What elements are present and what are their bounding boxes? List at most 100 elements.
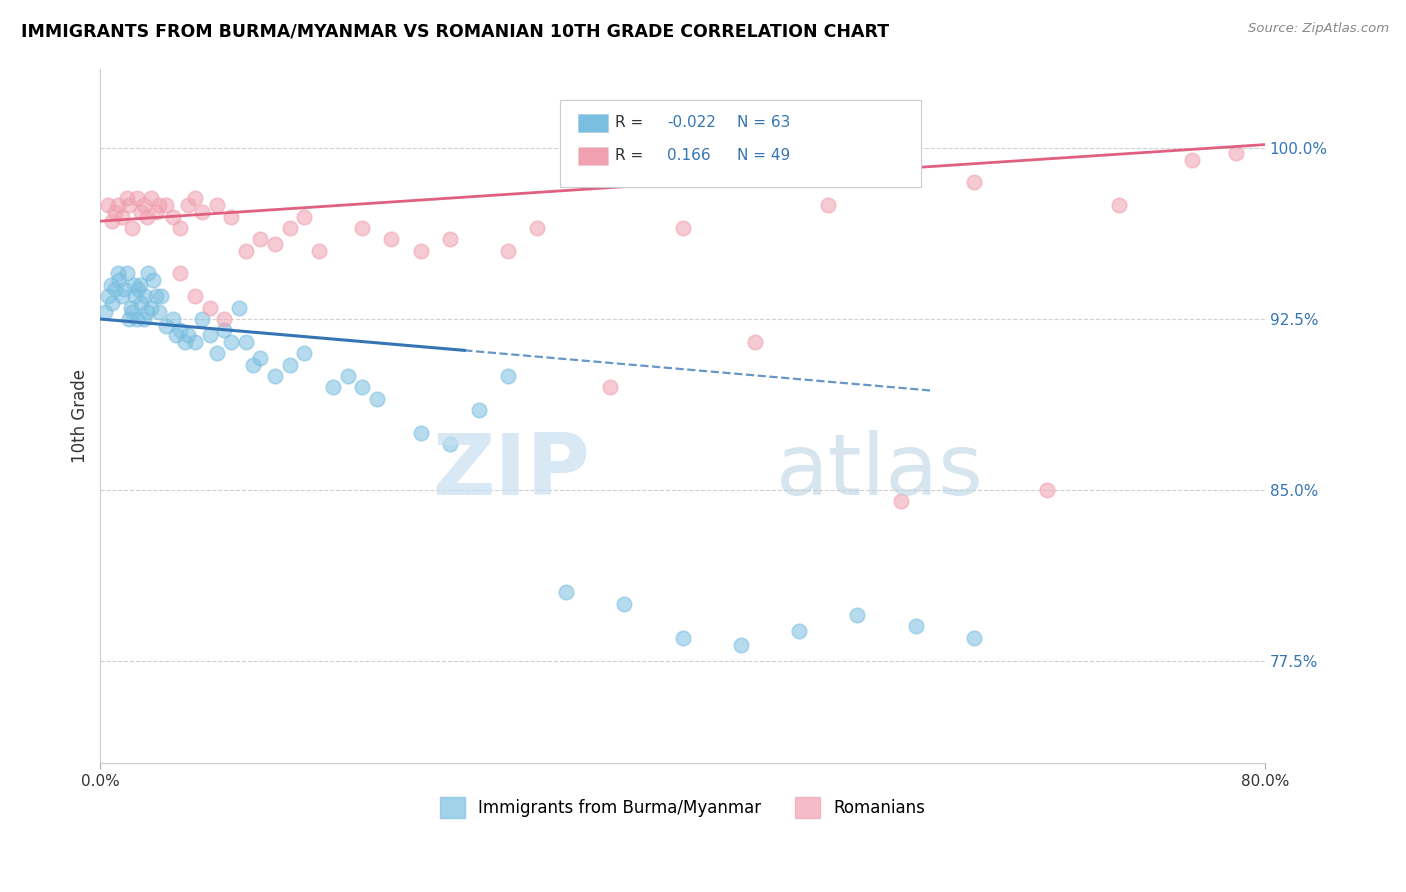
Point [155, 318, 177, 333]
Point [118, 198, 141, 212]
Text: IMMIGRANTS FROM BURMA/MYANMAR VS ROMANIAN 10TH GRADE CORRELATION CHART: IMMIGRANTS FROM BURMA/MYANMAR VS ROMANIA… [21, 22, 889, 40]
Point [352, 380, 374, 394]
Point [1108, 198, 1130, 212]
Point [308, 244, 330, 258]
Point [141, 191, 163, 205]
Point [904, 619, 927, 633]
Point [128, 277, 150, 292]
Point [184, 191, 207, 205]
Point [176, 198, 198, 212]
Text: N = 63: N = 63 [737, 115, 790, 130]
Text: N = 49: N = 49 [737, 148, 790, 163]
Point [104, 282, 127, 296]
Point [496, 244, 519, 258]
Point [235, 244, 257, 258]
Point [292, 346, 315, 360]
Point [613, 597, 636, 611]
Point [162, 312, 184, 326]
Point [278, 221, 301, 235]
Point [235, 334, 257, 349]
Point [111, 289, 134, 303]
Point [249, 232, 271, 246]
Point [555, 585, 578, 599]
Point [134, 289, 156, 303]
Point [526, 221, 548, 235]
Point [198, 301, 221, 315]
Text: R =: R = [614, 148, 652, 163]
Point [963, 631, 986, 645]
Point [198, 328, 221, 343]
Point [173, 334, 195, 349]
Point [176, 328, 198, 343]
Point [322, 380, 344, 394]
Point [264, 236, 287, 251]
Point [409, 244, 432, 258]
Point [744, 334, 766, 349]
Point [148, 305, 170, 319]
Point [730, 638, 752, 652]
Point [1035, 483, 1057, 497]
Point [409, 425, 432, 440]
Point [142, 273, 165, 287]
Point [228, 301, 250, 315]
Point [292, 210, 315, 224]
Point [165, 328, 187, 343]
Point [115, 191, 138, 205]
Point [671, 221, 693, 235]
Point [132, 312, 155, 326]
Point [169, 323, 191, 337]
Point [787, 624, 810, 638]
Text: -0.022: -0.022 [668, 115, 716, 130]
Text: atlas: atlas [776, 430, 984, 513]
Y-axis label: 10th Grade: 10th Grade [72, 368, 89, 463]
Point [242, 358, 264, 372]
Point [120, 301, 142, 315]
Point [104, 205, 127, 219]
FancyBboxPatch shape [578, 114, 607, 132]
Point [138, 267, 160, 281]
Point [136, 305, 159, 319]
Point [846, 608, 869, 623]
Point [129, 205, 152, 219]
Point [264, 368, 287, 383]
Point [191, 312, 214, 326]
Point [162, 210, 184, 224]
Point [468, 403, 491, 417]
Point [890, 494, 912, 508]
Point [121, 305, 143, 319]
Point [118, 312, 141, 326]
Point [366, 392, 388, 406]
Point [169, 221, 191, 235]
Point [671, 631, 693, 645]
Point [212, 323, 235, 337]
Point [97, 198, 120, 212]
Point [107, 198, 129, 212]
Point [145, 289, 167, 303]
Point [101, 214, 124, 228]
FancyBboxPatch shape [561, 100, 921, 186]
Point [1225, 145, 1247, 160]
Point [1181, 153, 1204, 167]
Point [129, 296, 152, 310]
Point [249, 351, 271, 365]
Point [125, 312, 148, 326]
Point [122, 277, 145, 292]
Text: ZIP: ZIP [432, 430, 589, 513]
Point [184, 334, 207, 349]
Point [136, 210, 159, 224]
Point [169, 267, 191, 281]
Point [380, 232, 402, 246]
Point [439, 437, 461, 451]
Point [101, 296, 124, 310]
Point [150, 289, 173, 303]
Point [963, 175, 986, 189]
Legend: Immigrants from Burma/Myanmar, Romanians: Immigrants from Burma/Myanmar, Romanians [433, 790, 932, 824]
Point [496, 368, 519, 383]
Text: Source: ZipAtlas.com: Source: ZipAtlas.com [1249, 22, 1389, 36]
Point [191, 205, 214, 219]
Point [93, 305, 115, 319]
Point [111, 210, 134, 224]
Point [121, 221, 143, 235]
Point [124, 289, 146, 303]
Point [205, 346, 228, 360]
